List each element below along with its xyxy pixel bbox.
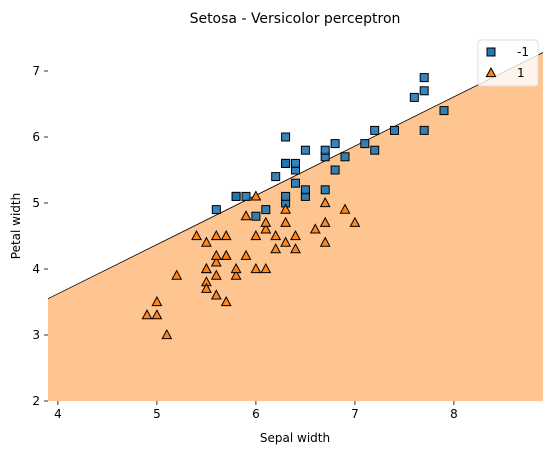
data-point-triangle (240, 249, 252, 260)
data-point-triangle (319, 196, 331, 208)
data-point-square (419, 125, 429, 135)
data-point-triangle (220, 295, 232, 307)
x-tick-label: 4 (54, 407, 62, 421)
data-point-triangle (171, 269, 183, 280)
data-point-triangle (250, 190, 262, 201)
data-point-triangle (210, 269, 222, 280)
decision-boundary-line (47, 52, 544, 300)
data-point-square (419, 73, 429, 83)
data-point-square (300, 145, 310, 155)
data-point-triangle (210, 289, 222, 300)
data-point-triangle (290, 229, 301, 241)
data-point-triangle (210, 256, 222, 267)
data-point-triangle (151, 295, 163, 307)
data-point-square (330, 165, 340, 175)
data-point-square (291, 178, 300, 188)
data-point-triangle (260, 223, 272, 234)
data-point-square (231, 191, 241, 201)
data-point-triangle (280, 236, 292, 247)
data-point-triangle (200, 262, 212, 274)
y-tick-label: 6 (32, 130, 40, 144)
data-point-square (439, 106, 449, 116)
data-point-triangle (240, 210, 252, 221)
decision-region-class-1 (48, 52, 543, 402)
series-pos (141, 190, 361, 340)
data-point-square (300, 185, 310, 195)
x-tick-label: 7 (351, 407, 359, 421)
data-point-square (330, 139, 340, 149)
data-point-triangle (290, 243, 301, 254)
chart-title: Setosa - Versicolor perceptron (190, 11, 401, 27)
data-point-triangle (309, 223, 321, 234)
data-point-square (261, 205, 271, 215)
data-point-triangle (210, 229, 222, 241)
data-point-triangle (230, 262, 242, 274)
data-point-square (281, 132, 291, 142)
legend-marker-square (486, 47, 496, 57)
data-point-triangle (339, 203, 351, 214)
y-tick-label: 3 (32, 328, 40, 342)
data-point-triangle (280, 216, 292, 227)
legend: -1 1 (477, 39, 539, 87)
y-axis-label: Petal width (9, 193, 23, 259)
legend-label: 1 (517, 66, 525, 80)
data-point-square (281, 191, 291, 201)
data-point-triangle (141, 309, 153, 320)
data-point-triangle (270, 243, 282, 254)
data-point-triangle (250, 229, 262, 241)
data-point-triangle (250, 262, 262, 274)
data-point-triangle (280, 203, 292, 214)
legend-box (477, 39, 539, 87)
y-tick-label: 2 (32, 394, 40, 408)
x-axis-label: Sepal width (260, 431, 330, 445)
data-point-square (241, 191, 251, 201)
data-point-triangle (210, 249, 222, 260)
data-point-triangle (270, 229, 282, 241)
data-point-triangle (151, 309, 163, 320)
data-point-triangle (260, 262, 272, 274)
data-point-square (251, 211, 261, 221)
data-point-square (360, 139, 370, 149)
y-tick-label: 7 (32, 64, 40, 78)
x-tick-label: 8 (450, 407, 458, 421)
x-axis: 4 5 6 7 8 (54, 401, 458, 421)
data-point-square (419, 86, 429, 96)
data-point-square (320, 185, 330, 195)
y-tick-label: 5 (32, 196, 40, 210)
legend-label: -1 (517, 45, 529, 59)
y-tick-label: 4 (32, 262, 40, 276)
data-point-triangle (161, 328, 173, 340)
data-point-triangle (220, 249, 232, 260)
data-point-triangle (260, 216, 272, 227)
y-axis: 2 3 4 5 6 7 (32, 64, 48, 408)
data-point-triangle (220, 229, 232, 241)
data-point-triangle (230, 269, 242, 280)
data-point-square (340, 152, 350, 162)
plot-area (47, 52, 544, 402)
data-point-triangle (200, 282, 212, 293)
data-point-square (370, 145, 380, 155)
data-point-square (271, 172, 281, 182)
data-point-triangle (200, 236, 212, 247)
data-point-square (211, 205, 221, 215)
data-point-square (370, 125, 380, 135)
data-point-triangle (349, 216, 361, 227)
legend-marker-triangle (485, 66, 497, 78)
data-point-square (281, 158, 291, 168)
data-point-triangle (319, 236, 331, 247)
data-point-triangle (319, 216, 331, 227)
data-point-square (320, 145, 330, 155)
data-point-square (390, 125, 399, 135)
data-point-square (291, 158, 300, 168)
x-tick-label: 6 (252, 407, 260, 421)
x-tick-label: 5 (153, 407, 161, 421)
data-point-triangle (191, 229, 202, 241)
data-point-square (409, 92, 419, 102)
